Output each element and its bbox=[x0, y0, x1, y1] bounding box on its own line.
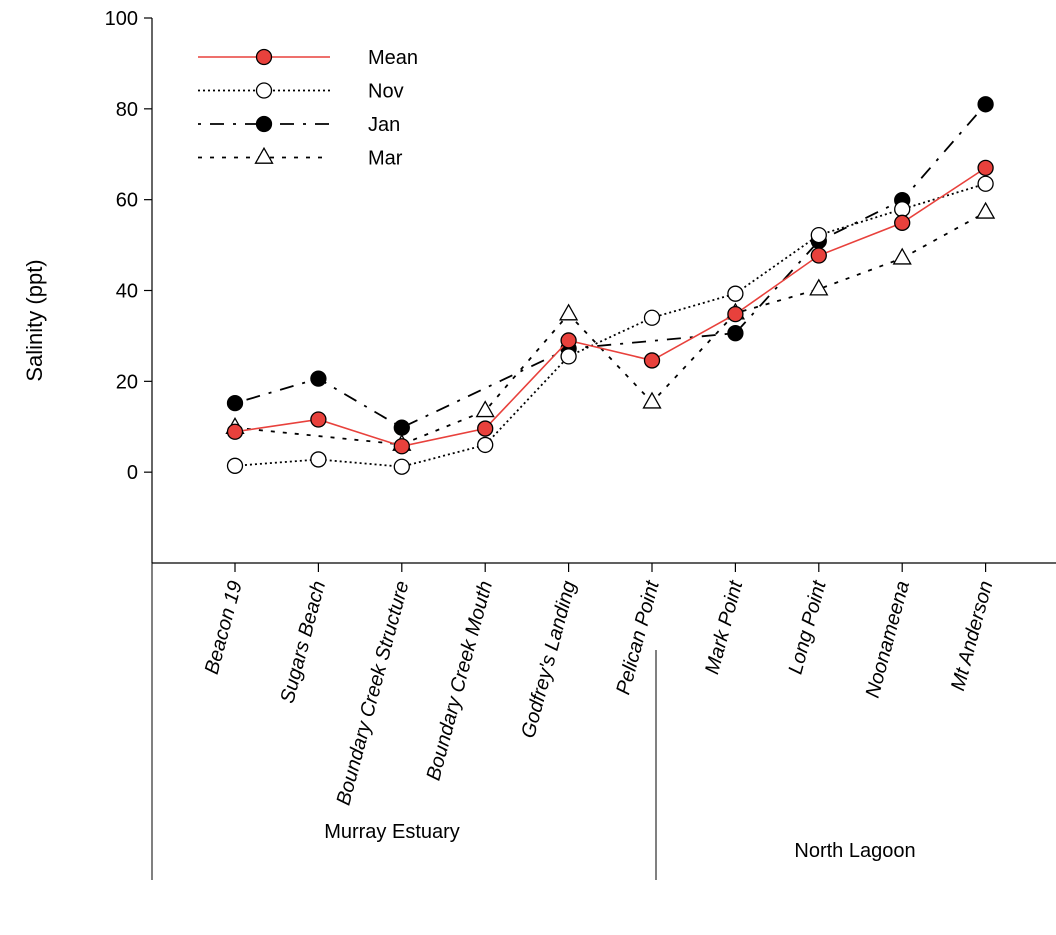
series-line-mar bbox=[234, 211, 987, 446]
data-point-mean bbox=[727, 305, 744, 323]
region-label: North Lagoon bbox=[794, 840, 915, 862]
series-line-jan bbox=[234, 103, 987, 429]
series-nov bbox=[226, 175, 994, 475]
data-point-mar bbox=[892, 247, 912, 265]
data-point-nov bbox=[894, 201, 911, 218]
legend-marker bbox=[255, 82, 273, 99]
data-point-nov bbox=[727, 285, 744, 302]
data-point-mean bbox=[643, 352, 661, 369]
x-category-label: Mt Anderson bbox=[947, 579, 997, 694]
data-point-mean bbox=[560, 332, 577, 349]
legend-label: Mar bbox=[368, 148, 403, 170]
region-label: Murray Estuary bbox=[324, 821, 460, 843]
series-jan bbox=[226, 96, 994, 436]
data-point-nov bbox=[477, 436, 494, 454]
y-tick-label: 0 bbox=[127, 462, 138, 484]
data-point-nov bbox=[393, 458, 410, 475]
series-line-nov bbox=[234, 182, 986, 468]
data-point-mean bbox=[477, 420, 494, 437]
legend-label: Mean bbox=[368, 47, 418, 69]
data-point-nov bbox=[977, 175, 994, 192]
data-point-nov bbox=[226, 457, 244, 474]
data-point-mar bbox=[975, 201, 996, 219]
legend-label: Nov bbox=[368, 81, 404, 103]
y-tick-label: 60 bbox=[116, 190, 138, 212]
x-category-label: Boundary Creek Mouth bbox=[423, 579, 497, 783]
legend-entry-mean: Mean bbox=[198, 47, 418, 69]
series-line-mean bbox=[234, 167, 987, 448]
x-category-label: Long Point bbox=[785, 577, 831, 676]
x-category-label: Mark Point bbox=[701, 577, 747, 676]
data-point-jan bbox=[977, 96, 994, 113]
series-mar bbox=[225, 201, 996, 451]
x-category-label: Boundary Creek Structure bbox=[333, 579, 414, 808]
data-point-mar bbox=[642, 391, 662, 409]
data-point-mar bbox=[809, 278, 829, 296]
data-point-nov bbox=[310, 451, 327, 468]
data-point-mean bbox=[977, 159, 994, 177]
data-point-mean bbox=[310, 411, 327, 428]
x-category-label: Beacon 19 bbox=[201, 579, 247, 677]
data-point-jan bbox=[393, 419, 410, 436]
legend-label: Jan bbox=[368, 114, 400, 136]
legend-entry-jan: Jan bbox=[198, 114, 400, 136]
data-point-jan bbox=[310, 370, 327, 387]
y-tick-label: 100 bbox=[105, 8, 138, 30]
data-point-nov bbox=[560, 348, 577, 365]
data-point-mean bbox=[810, 247, 827, 264]
x-category-label: Godfrey's Landing bbox=[517, 579, 580, 741]
data-point-mar bbox=[475, 400, 495, 418]
data-point-mean bbox=[894, 214, 911, 231]
legend-marker bbox=[255, 48, 273, 66]
legend-entry-nov: Nov bbox=[198, 81, 404, 103]
x-category-label: Noonameena bbox=[862, 579, 914, 701]
legend-marker bbox=[254, 146, 274, 164]
y-tick-label: 40 bbox=[116, 281, 138, 303]
data-point-jan bbox=[226, 394, 244, 412]
y-tick-label: 20 bbox=[116, 371, 138, 393]
data-point-mean bbox=[393, 438, 410, 455]
x-category-label: Sugars Beach bbox=[276, 579, 330, 706]
legend-entry-mar: Mar bbox=[198, 146, 403, 170]
data-point-nov bbox=[643, 309, 661, 326]
data-point-jan bbox=[727, 325, 744, 342]
legend-marker bbox=[255, 115, 273, 133]
data-point-mean bbox=[226, 423, 244, 440]
data-point-nov bbox=[810, 226, 827, 244]
series-mean bbox=[226, 159, 994, 455]
y-axis-title: Salinity (ppt) bbox=[22, 259, 47, 381]
data-point-mar bbox=[558, 303, 579, 321]
y-tick-label: 80 bbox=[116, 99, 138, 121]
